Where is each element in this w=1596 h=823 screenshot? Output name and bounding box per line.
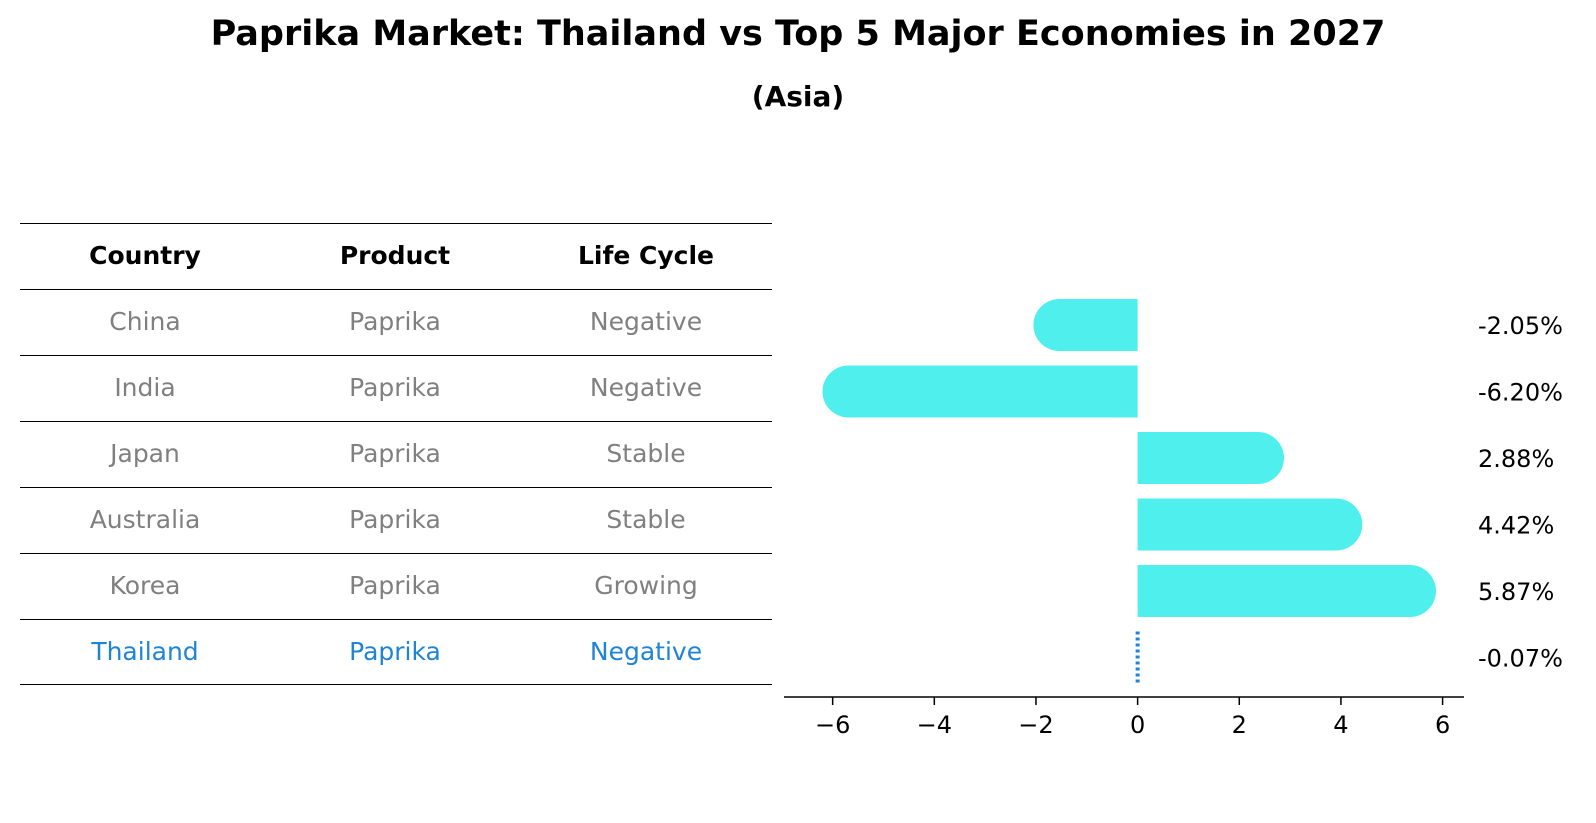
chart-subtitle: (Asia): [751, 80, 845, 113]
value-label-china: -2.05%: [1478, 312, 1563, 340]
x-tick-label: 6: [1435, 711, 1450, 739]
cell-product: Paprika: [349, 307, 441, 336]
table-row: India Paprika Negative: [20, 355, 772, 421]
x-tick-label: −6: [815, 711, 850, 739]
cell-life-cycle: Stable: [606, 505, 686, 534]
cell-product: Paprika: [349, 439, 441, 468]
cell-country: China: [109, 307, 181, 336]
value-label-japan: 2.88%: [1478, 445, 1554, 473]
cell-country: Australia: [89, 505, 201, 534]
cell-product: Paprika: [349, 505, 441, 534]
value-label-korea: 5.87%: [1478, 578, 1554, 606]
header-country: Country: [89, 241, 201, 270]
value-label-australia: 4.42%: [1478, 512, 1554, 540]
value-label-india: -6.20%: [1478, 379, 1563, 407]
chart-title: Paprika Market: Thailand vs Top 5 Major …: [210, 14, 1386, 54]
header-life-cycle: Life Cycle: [577, 241, 715, 270]
x-tick-label: 4: [1333, 711, 1348, 739]
cell-life-cycle: Negative: [589, 373, 703, 402]
table-row: China Paprika Negative: [20, 289, 772, 355]
table-row: Japan Paprika Stable: [20, 421, 772, 487]
x-tick-label: −2: [1018, 711, 1053, 739]
bar-china: [1033, 299, 1138, 351]
table-row-highlighted: Thailand Paprika Negative: [20, 619, 772, 685]
cell-life-cycle: Negative: [589, 307, 703, 336]
table-row: Korea Paprika Growing: [20, 553, 772, 619]
cell-country: India: [114, 373, 176, 402]
cell-country: Korea: [109, 571, 181, 600]
cell-life-cycle: Growing: [594, 571, 698, 600]
cell-life-cycle: Stable: [606, 439, 686, 468]
x-tick-label: −4: [917, 711, 952, 739]
bar-korea: [1137, 565, 1436, 617]
table-row: Australia Paprika Stable: [20, 487, 772, 553]
x-tick-label: 2: [1232, 711, 1247, 739]
cell-product: Paprika: [349, 637, 441, 666]
header-product: Product: [339, 241, 451, 270]
value-label-thailand: -0.07%: [1478, 645, 1563, 673]
bar-australia: [1137, 498, 1363, 551]
table-header-row: Country Product Life Cycle: [20, 223, 772, 289]
cell-product: Paprika: [349, 373, 441, 402]
bar-india: [822, 365, 1138, 418]
cell-life-cycle: Negative: [589, 637, 703, 666]
cell-product: Paprika: [349, 571, 441, 600]
data-table: Country Product Life Cycle China Paprika…: [20, 223, 772, 685]
x-tick-label: 0: [1130, 711, 1145, 739]
bar-japan: [1137, 432, 1285, 484]
cell-country: Japan: [110, 439, 180, 468]
cell-country: Thailand: [91, 637, 199, 666]
bar-chart: -2.05% -6.20% 2.88% 4.42% 5.87% -0.07% −6 −4 −2 0…: [784, 299, 1563, 739]
